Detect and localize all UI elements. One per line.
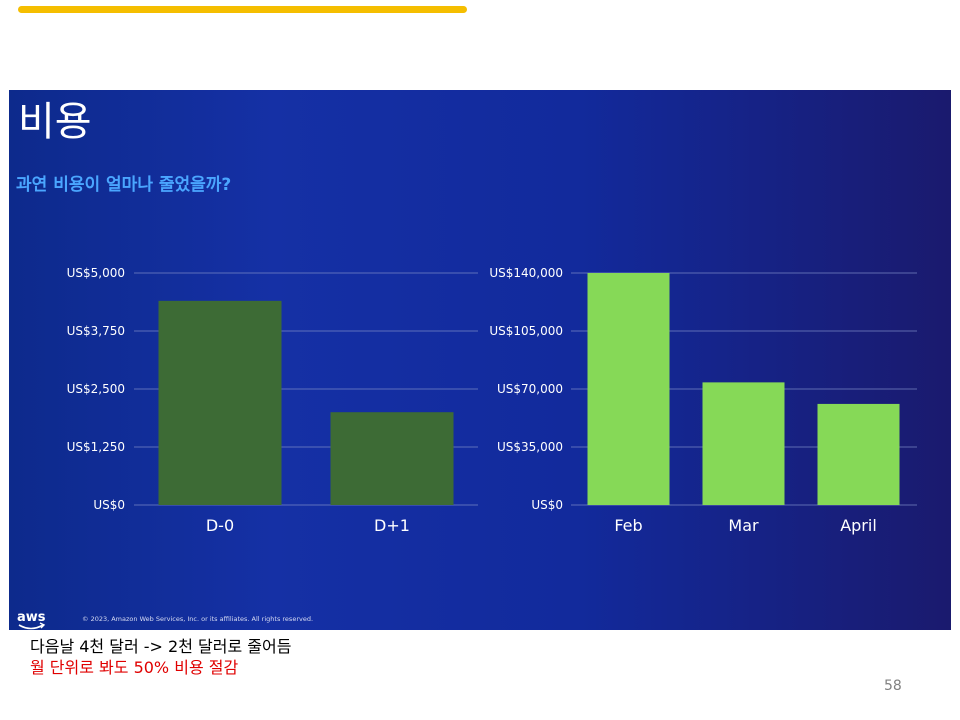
bar-mar — [702, 382, 785, 505]
x-category-label: April — [840, 516, 877, 535]
x-category-label: Feb — [614, 516, 642, 535]
y-tick-label: US$0 — [531, 498, 563, 512]
accent-bar — [18, 6, 467, 13]
footer-copyright: © 2023, Amazon Web Services, Inc. or its… — [82, 615, 314, 623]
bar-d-1 — [330, 412, 454, 505]
y-tick-label: US$35,000 — [497, 440, 563, 454]
y-tick-label: US$105,000 — [489, 324, 563, 338]
y-tick-label: US$3,750 — [67, 324, 125, 338]
page-number: 58 — [884, 678, 902, 694]
slide: 비용 과연 비용이 얼마나 줄었을까? US$0 US$1,250 US$2,500… — [9, 90, 951, 630]
slide-subtitle: 과연 비용이 얼마나 줄었을까? — [16, 175, 232, 195]
bar-feb — [587, 273, 670, 505]
y-tick-label: US$70,000 — [497, 382, 563, 396]
y-tick-label: US$140,000 — [489, 266, 563, 280]
x-category-label: Mar — [728, 516, 759, 535]
speaker-notes: 다음날 4천 달러 -> 2천 달러로 줄어듬 월 단위로 봐도 50% 비용 … — [30, 636, 291, 678]
x-category-label: D-0 — [206, 516, 234, 535]
bar-d-0 — [158, 300, 282, 505]
x-category-label: D+1 — [374, 516, 410, 535]
slide-title: 비용 — [18, 99, 92, 145]
y-tick-label: US$1,250 — [67, 440, 125, 454]
y-tick-label: US$5,000 — [67, 266, 125, 280]
aws-logo: aws — [17, 610, 46, 630]
aws-logo-text: aws — [17, 610, 46, 625]
bar-april — [817, 403, 900, 505]
y-tick-label: US$0 — [93, 498, 125, 512]
y-tick-label: US$2,500 — [67, 382, 125, 396]
bar-charts: US$0 US$1,250 US$2,500 US$3,750 US$5,000 D-0 D… — [67, 266, 917, 535]
note-line-1: 다음날 4천 달러 -> 2천 달러로 줄어듬 — [30, 637, 292, 656]
note-line-2: 월 단위로 봐도 50% 비용 절감 — [30, 658, 239, 677]
